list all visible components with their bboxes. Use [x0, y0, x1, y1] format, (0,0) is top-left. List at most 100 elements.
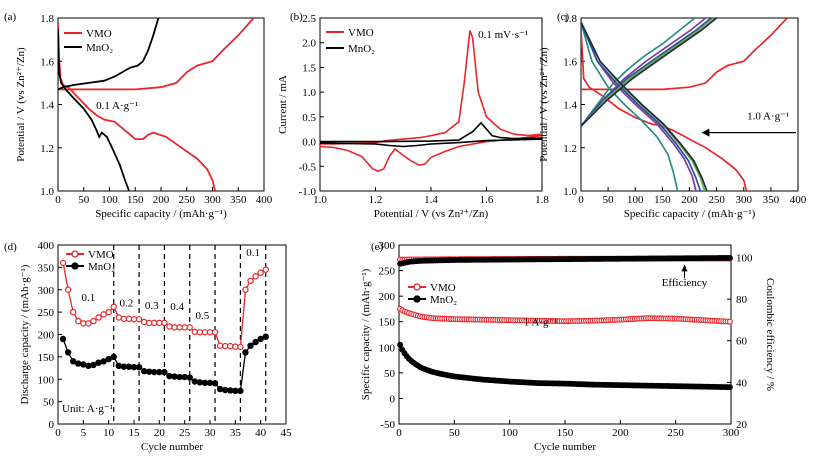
- efficiency-arrow-head: [681, 264, 688, 272]
- data-point: [176, 373, 183, 381]
- x-axis-label: Specific capacity / (mAh·g⁻¹): [95, 208, 227, 220]
- x-tick-label: 300: [204, 194, 221, 206]
- x-tick-label: 15: [129, 427, 141, 439]
- y-tick-label: 1.0: [302, 87, 316, 99]
- y-tick-label: 1.8: [563, 13, 577, 25]
- x-tick-label: 400: [256, 194, 273, 206]
- data-point: [201, 329, 209, 336]
- panel-label: (e): [371, 241, 384, 253]
- y-tick-label: 350: [38, 262, 55, 274]
- series-line: [320, 30, 542, 173]
- legend-label: MnO₂: [88, 261, 115, 273]
- y-tick-label: 100: [38, 374, 55, 386]
- x-tick-label: 200: [153, 194, 170, 206]
- annotation-rate: 0.1 mV·s⁻¹: [478, 29, 528, 41]
- x-tick-label: 0: [55, 194, 61, 206]
- series-line: [320, 121, 542, 148]
- y-tick-label: 1.8: [40, 13, 54, 25]
- x-axis-label: Cycle number: [141, 441, 203, 453]
- y-tick-label: 2.5: [302, 13, 316, 25]
- data-point: [242, 286, 249, 293]
- data-point: [171, 373, 178, 380]
- series-line: [581, 18, 718, 127]
- y-tick-label: 150: [379, 317, 396, 329]
- x-tick-label: 100: [101, 194, 118, 206]
- data-point: [232, 343, 239, 350]
- annotation-rate: 0.1 A·g⁻¹: [96, 100, 138, 112]
- data-point: [145, 319, 153, 327]
- data-point: [206, 329, 214, 336]
- data-point: [726, 254, 733, 261]
- data-point: [726, 384, 733, 391]
- data-point: [171, 324, 178, 331]
- y-axis-label: Potential / V (vs Zn²⁺/Zn): [538, 47, 550, 162]
- legend-label: VMO: [430, 282, 456, 294]
- data-point: [237, 387, 244, 395]
- x-tick-label: 0: [396, 427, 402, 439]
- data-point: [115, 362, 123, 370]
- y-tick-label: 100: [379, 342, 396, 354]
- data-point: [397, 341, 404, 348]
- data-point: [186, 374, 193, 381]
- data-point: [262, 266, 269, 273]
- data-point: [115, 314, 123, 321]
- y-tick-label: 1.2: [563, 143, 577, 155]
- data-point: [145, 368, 153, 375]
- arrow-head: [701, 128, 710, 137]
- x-axis-label: Cycle number: [534, 441, 596, 453]
- y-right-tick-label: 40: [736, 377, 748, 389]
- panel-label: (c): [557, 11, 570, 23]
- data-point: [211, 329, 219, 336]
- data-point: [75, 317, 82, 325]
- data-point: [181, 324, 188, 331]
- series-line: [581, 22, 679, 191]
- legend-marker: [413, 295, 421, 303]
- x-tick-label: 100: [627, 194, 644, 206]
- x-tick-label: 350: [230, 194, 247, 206]
- data-point: [216, 342, 224, 349]
- data-point: [257, 269, 264, 276]
- y-tick-label: 1.4: [40, 100, 54, 112]
- rate-label: 0.1: [246, 247, 260, 259]
- data-point: [140, 367, 148, 375]
- data-point: [90, 317, 97, 325]
- data-point: [125, 363, 133, 370]
- x-tick-label: 25: [179, 427, 191, 439]
- data-point: [151, 368, 158, 376]
- y-tick-label: 200: [379, 291, 396, 303]
- data-point: [232, 387, 239, 395]
- data-point: [90, 361, 97, 369]
- y-tick-label: 0.0: [302, 137, 316, 149]
- data-point: [726, 318, 733, 325]
- x-tick-label: 35: [230, 427, 242, 439]
- y-tick-label: 1.0: [40, 186, 54, 198]
- data-point: [237, 343, 244, 351]
- x-tick-label: 0: [578, 194, 584, 206]
- y-tick-label: 300: [379, 240, 396, 252]
- panel-label: (d): [4, 241, 17, 253]
- data-point: [100, 311, 107, 318]
- data-point: [156, 368, 163, 376]
- data-point: [201, 379, 209, 387]
- x-tick-label: 50: [449, 427, 461, 439]
- data-point: [130, 363, 138, 371]
- y-right-tick-label: 80: [736, 294, 748, 306]
- x-tick-label: 10: [103, 427, 115, 439]
- data-point: [80, 320, 87, 327]
- y-tick-label: 200: [38, 330, 55, 342]
- rate-label: 0.1: [82, 292, 96, 304]
- legend-label: MnO₂: [348, 43, 375, 55]
- series-line: [581, 18, 712, 127]
- y-tick-label: 250: [38, 307, 55, 319]
- x-tick-label: 1.0: [313, 194, 327, 206]
- y-axis-label: Potential / V (vs Zn²⁺/Zn): [15, 47, 27, 162]
- legend-marker: [413, 283, 421, 291]
- x-tick-label: 20: [154, 427, 166, 439]
- y-right-tick-label: 60: [736, 336, 748, 348]
- series-line: [58, 18, 160, 91]
- y-tick-label: 150: [38, 352, 55, 364]
- data-point: [262, 333, 269, 340]
- data-point: [69, 308, 77, 316]
- y-tick-label: 1.6: [563, 56, 577, 68]
